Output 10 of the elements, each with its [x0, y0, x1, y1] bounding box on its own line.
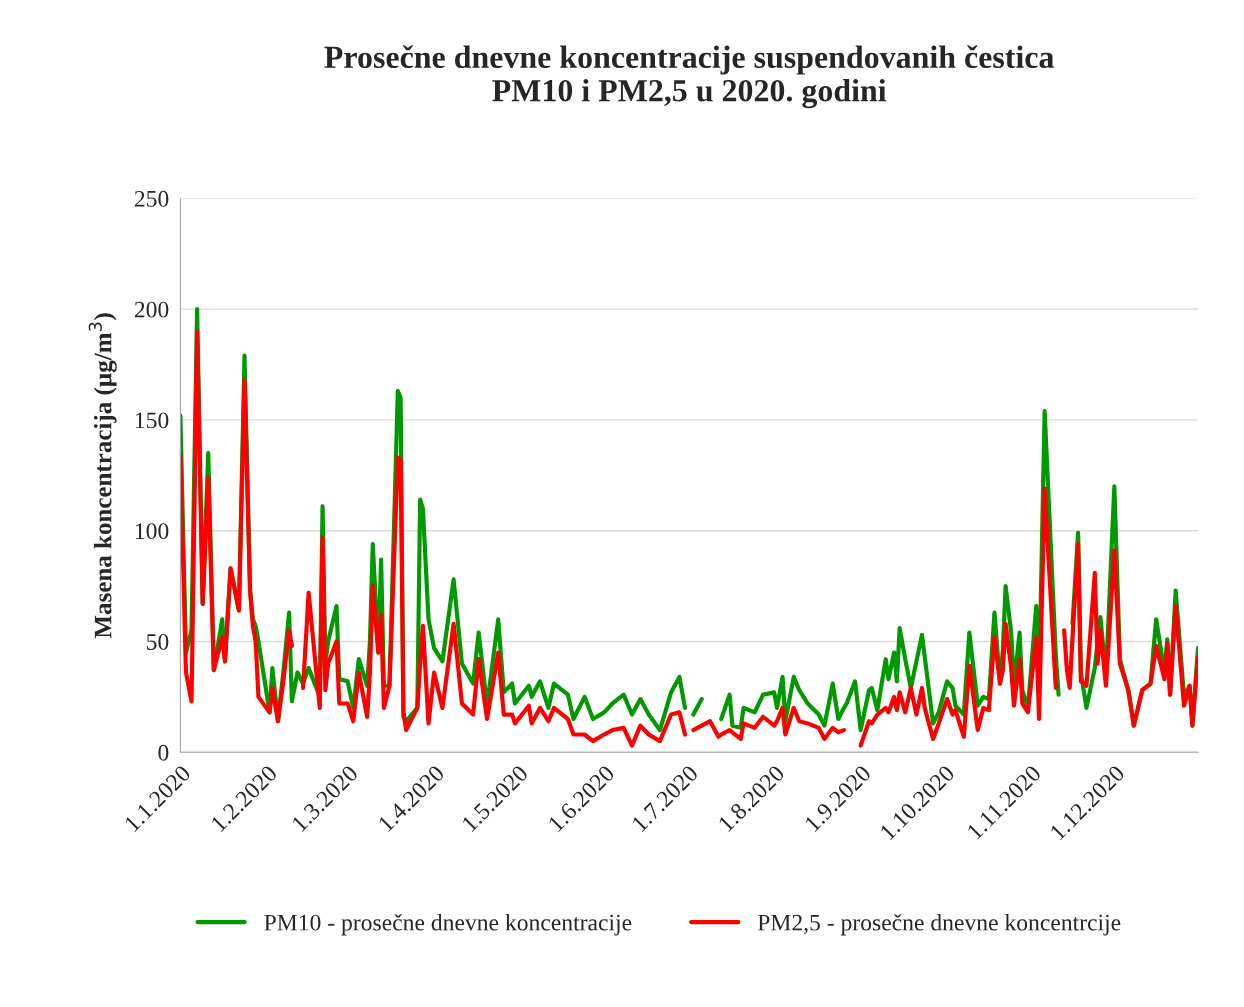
y-tick-label: 200	[134, 301, 169, 318]
y-tick-label: 150	[135, 412, 169, 429]
y-tick-label: 250	[134, 190, 169, 207]
y-tick-label: 50	[147, 633, 169, 650]
legend-label: PM10 - prosečne dnevne koncentracije	[264, 913, 632, 936]
y-axis-title: Masena koncentracija (µg/m$^{3}$)	[88, 313, 117, 639]
legend-label: PM2,5 - prosečne dnevne koncentrcije	[757, 913, 1121, 936]
y-tick-label: 0	[158, 744, 169, 761]
chart-title: Prosečne dnevne koncentracije suspendovanih čestica PM10 i PM2,5 u 2020. godini	[324, 45, 1054, 109]
y-tick-label: 100	[135, 523, 169, 540]
